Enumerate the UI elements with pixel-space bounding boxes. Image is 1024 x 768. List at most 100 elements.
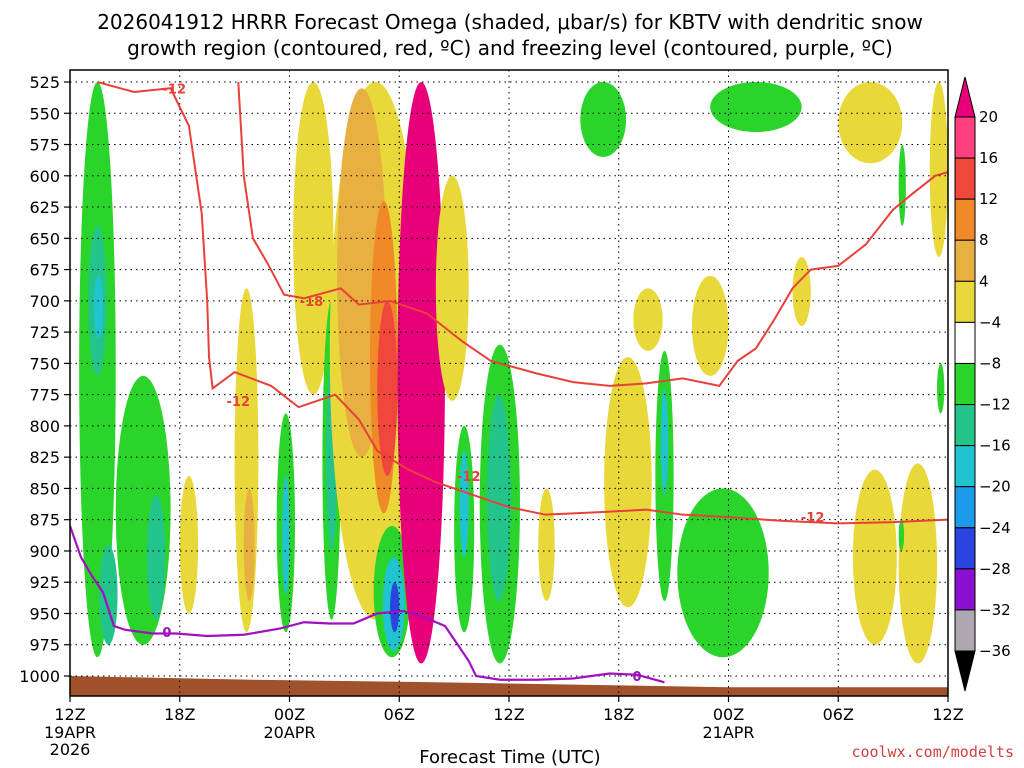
omega-region-36	[792, 257, 811, 326]
x-axis-label: Forecast Time (UTC)	[419, 747, 600, 768]
colorbar-label-0: 20	[979, 108, 998, 126]
omega-region-29	[604, 357, 652, 608]
omega-region-22	[435, 175, 469, 401]
colorbar-segment-7	[954, 404, 976, 447]
omega-region-1	[115, 375, 171, 645]
colorbar-segment-3	[954, 239, 976, 282]
dgz-contour-label-2: -12	[227, 395, 251, 410]
xtick-date-0: 19APR	[44, 723, 96, 742]
colorbar-label-10: −24	[979, 519, 1011, 537]
freezing-level-contour	[68, 525, 665, 684]
xtick-year-0: 2026	[50, 740, 91, 759]
omega-region-32	[633, 288, 663, 351]
colorbar-segment-8	[954, 445, 976, 488]
omega-region-10	[282, 475, 290, 595]
colorbar-segment-4	[954, 280, 976, 323]
omega-region-43	[937, 363, 945, 414]
colorbar-label-4: 4	[979, 272, 989, 290]
colorbar-label-6: −8	[979, 354, 1001, 372]
omega-region-39	[898, 144, 906, 226]
colorbar-segment-10	[954, 527, 976, 570]
omega-region-34	[677, 488, 769, 658]
xtick-label-1: 18Z	[164, 705, 195, 724]
colorbar-segment-11	[954, 568, 976, 611]
xtick-label-4: 12Z	[493, 705, 524, 724]
ytick-label-975: 975	[29, 636, 60, 655]
omega-region-20	[390, 582, 400, 633]
xtick-label-6: 00Z	[713, 705, 744, 724]
ytick-label-700: 700	[29, 292, 60, 311]
colorbar-segment-12	[954, 609, 976, 652]
colorbar-top-arrow	[954, 76, 976, 118]
colorbar-label-2: 12	[979, 190, 998, 208]
colorbar-segment-2	[954, 198, 976, 241]
xtick-label-5: 18Z	[603, 705, 634, 724]
ytick-label-750: 750	[29, 354, 60, 373]
colorbar-segment-0	[954, 116, 976, 159]
dgz-contour-label-0: -12	[163, 82, 187, 97]
colorbar: 20 16 12 8 4 −4 −8 −12 −16 −20 −24 −28 −32 −36	[954, 76, 1011, 692]
dgz-contour-0	[97, 81, 949, 525]
colorbar-label-13: −36	[979, 642, 1011, 660]
ytick-label-625: 625	[29, 198, 60, 217]
ytick-label-800: 800	[29, 417, 60, 436]
xtick-label-2: 00Z	[274, 705, 305, 724]
omega-region-38	[852, 469, 897, 645]
colorbar-label-12: −32	[979, 601, 1011, 619]
freezing-contour-label-0: 0	[162, 626, 171, 641]
site-credit: coolwx.com/modelts	[851, 743, 1014, 761]
ytick-label-900: 900	[29, 542, 60, 561]
xtick-label-8: 12Z	[932, 705, 963, 724]
omega-region-35	[710, 82, 802, 133]
omega-region-6	[179, 475, 199, 614]
ytick-label-875: 875	[29, 511, 60, 530]
contour-layer: -12 -18 -12 -12 -12 0 0	[68, 81, 949, 685]
colorbar-segment-5	[954, 321, 976, 364]
chart-title-line-2: growth region (contoured, red, ºC) and f…	[127, 36, 893, 60]
colorbar-label-11: −28	[979, 560, 1011, 578]
colorbar-segment-6	[954, 362, 976, 406]
dgz-contour-1	[237, 81, 949, 387]
colorbar-label-7: −12	[979, 396, 1011, 414]
colorbar-label-1: 16	[979, 149, 998, 167]
dgz-contour-label-1: -18	[300, 295, 324, 310]
colorbar-label-8: −16	[979, 437, 1011, 455]
dgz-contour-label-4: -12	[801, 511, 825, 526]
gridlines	[69, 70, 949, 696]
freezing-contour-label-1: 0	[633, 670, 642, 685]
omega-region-21	[397, 82, 445, 664]
omega-region-27	[538, 488, 555, 601]
ytick-label-850: 850	[29, 479, 60, 498]
xtick-date-2: 20APR	[263, 723, 315, 742]
omega-region-26	[487, 394, 511, 601]
ytick-label-525: 525	[29, 73, 60, 92]
y-axis-pressure-levels: 525 550 575 600 625 650 675 700 725 750 775 800 825 8…	[19, 73, 70, 686]
omega-region-5	[146, 494, 166, 620]
colorbar-bottom-arrow	[954, 650, 976, 692]
ytick-label-725: 725	[29, 323, 60, 342]
dgz-contour-label-3: -12	[457, 470, 481, 485]
ytick-label-650: 650	[29, 229, 60, 248]
ytick-label-925: 925	[29, 573, 60, 592]
colorbar-segment-9	[954, 486, 976, 529]
xtick-label-0: 12Z	[54, 705, 85, 724]
xtick-label-7: 06Z	[823, 705, 854, 724]
ytick-label-575: 575	[29, 136, 60, 155]
ytick-label-675: 675	[29, 261, 60, 280]
omega-shading	[79, 81, 949, 664]
ytick-label-950: 950	[29, 604, 60, 623]
omega-region-33	[691, 275, 729, 376]
ytick-label-775: 775	[29, 386, 60, 405]
omega-region-24	[459, 450, 469, 558]
omega-region-40	[898, 463, 938, 664]
omega-region-17	[377, 300, 398, 476]
ytick-label-550: 550	[29, 104, 60, 123]
ytick-label-825: 825	[29, 448, 60, 467]
chart-title-line-1: 2026041912 HRRR Forecast Omega (shaded, …	[97, 10, 923, 34]
ytick-label-600: 600	[29, 167, 60, 186]
omega-region-42	[929, 81, 949, 258]
colorbar-label-3: 8	[979, 231, 989, 249]
colorbar-label-9: −20	[979, 478, 1011, 496]
colorbar-label-5: −4	[979, 313, 1001, 331]
omega-region-8	[243, 488, 255, 601]
